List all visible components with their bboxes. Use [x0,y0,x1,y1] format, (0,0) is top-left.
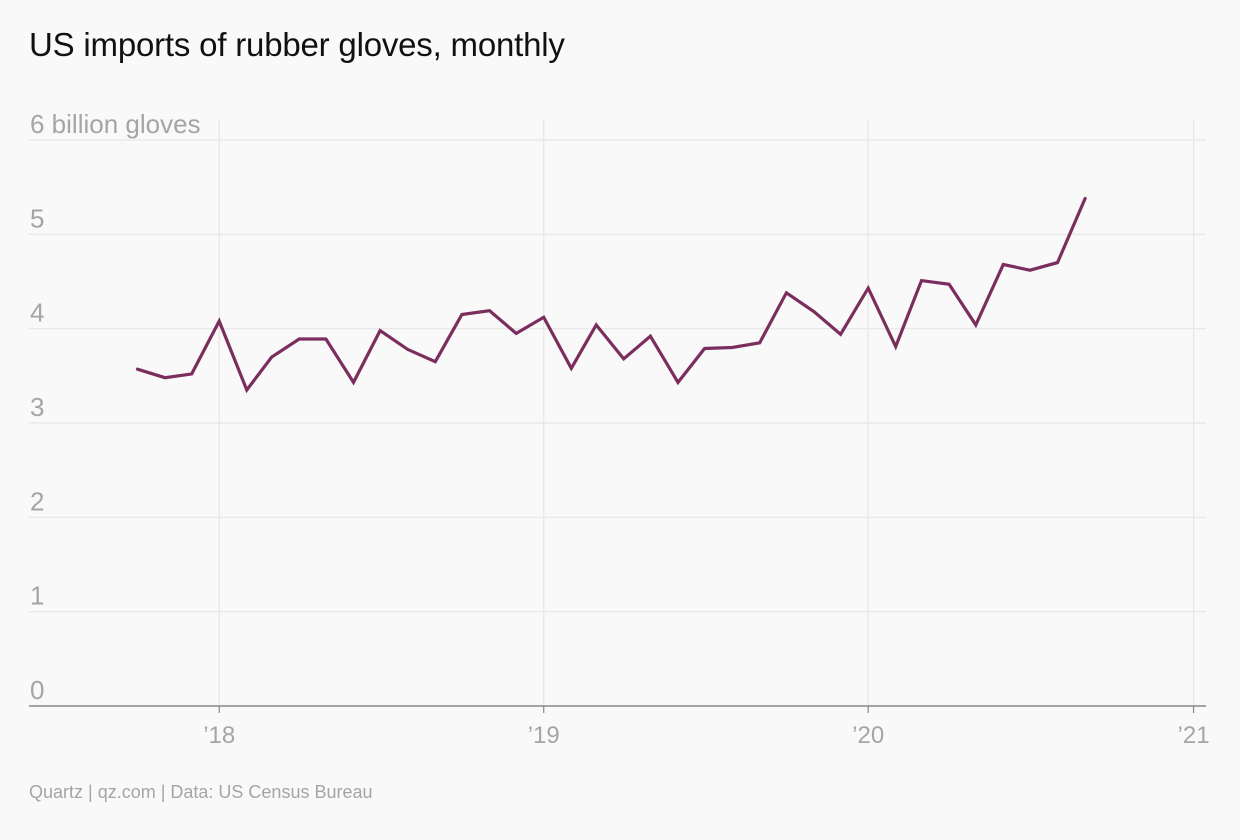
y-tick-label: 4 [30,298,44,328]
series-line [135,196,1087,394]
y-tick-label: 1 [30,581,44,611]
chart-title: US imports of rubber gloves, monthly [29,26,565,63]
x-tick-label: ’18 [203,722,235,749]
x-tick-label: ’21 [1178,722,1210,749]
x-tick-label: ’19 [528,722,560,749]
y-tick-label: 5 [30,203,44,233]
source-note: Quartz | qz.com | Data: US Census Bureau [29,782,373,802]
y-tick-label: 3 [30,392,44,422]
y-tick-label: 0 [30,675,44,705]
y-tick-label: 2 [30,486,44,516]
x-tick-label: ’20 [852,722,884,749]
y-tick-label: 6 billion gloves [30,109,201,139]
